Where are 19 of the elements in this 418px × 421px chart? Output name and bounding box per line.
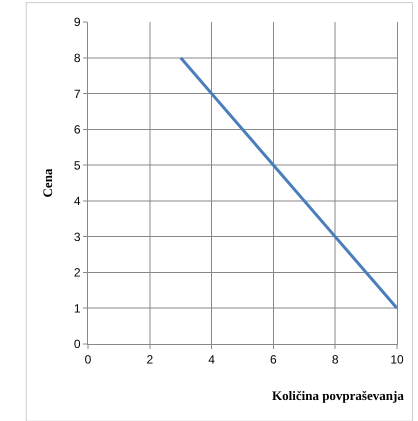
- x-tick-label: 4: [208, 352, 216, 366]
- y-tick-label: 5: [74, 158, 81, 172]
- y-tick-label: 9: [74, 15, 81, 30]
- line-series: [179, 56, 397, 310]
- y-tick-label: 3: [74, 230, 81, 244]
- y-tick-label: 2: [74, 266, 81, 280]
- y-tick-label: 1: [74, 301, 81, 316]
- y-tick-label: 0: [74, 337, 81, 352]
- y-tick-label: 4: [74, 194, 81, 208]
- x-tick-label: 6: [270, 352, 278, 366]
- y-tick-label: 7: [74, 86, 81, 101]
- y-tick-label: 6: [74, 122, 81, 137]
- x-tick-label: 8: [332, 352, 339, 366]
- y-tick-label: 8: [74, 50, 81, 65]
- x-axis-title: Količina povpraševanja: [272, 388, 404, 403]
- x-tick-label: 10: [390, 352, 404, 366]
- x-tick-label: 0: [84, 352, 92, 366]
- x-tick-label: 2: [146, 352, 154, 366]
- y-axis-title: Cena: [40, 168, 55, 198]
